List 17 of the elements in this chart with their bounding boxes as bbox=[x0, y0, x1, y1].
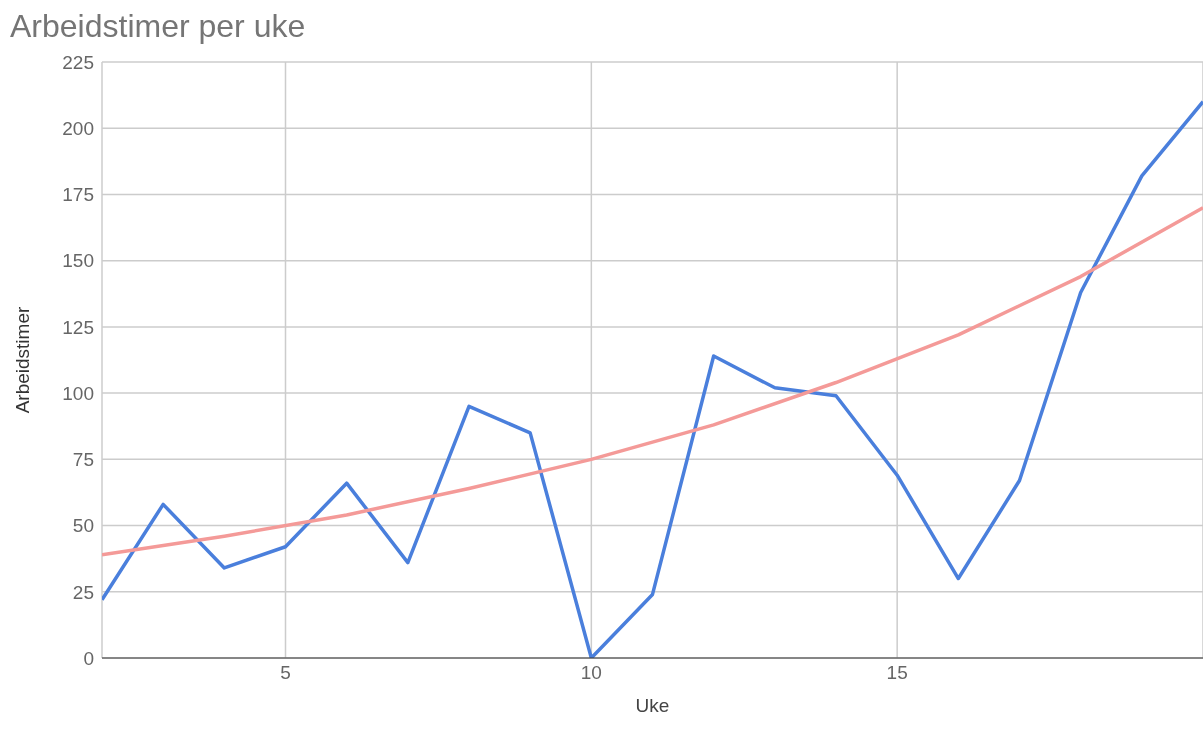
y-tick-label: 200 bbox=[62, 117, 94, 139]
y-tick-label: 75 bbox=[72, 449, 94, 471]
y-tick-label: 50 bbox=[72, 515, 94, 537]
x-tick-label: 15 bbox=[886, 662, 908, 684]
y-tick-label: 225 bbox=[62, 51, 94, 73]
y-axis-title: Arbeidstimer bbox=[11, 306, 33, 414]
y-tick-label: 125 bbox=[62, 316, 94, 338]
y-tick-label: 25 bbox=[72, 581, 94, 603]
x-tick-label: 5 bbox=[280, 662, 291, 684]
x-axis-title: Uke bbox=[635, 695, 670, 716]
x-tick-label: 10 bbox=[580, 662, 602, 684]
y-tick-label: 150 bbox=[62, 250, 94, 272]
line-series bbox=[102, 205, 1203, 557]
y-tick-label: 175 bbox=[62, 184, 94, 206]
y-tick-label: 100 bbox=[62, 382, 94, 404]
chart-title: Arbeidstimer per uke bbox=[10, 8, 306, 44]
y-tick-label: 0 bbox=[83, 647, 94, 669]
